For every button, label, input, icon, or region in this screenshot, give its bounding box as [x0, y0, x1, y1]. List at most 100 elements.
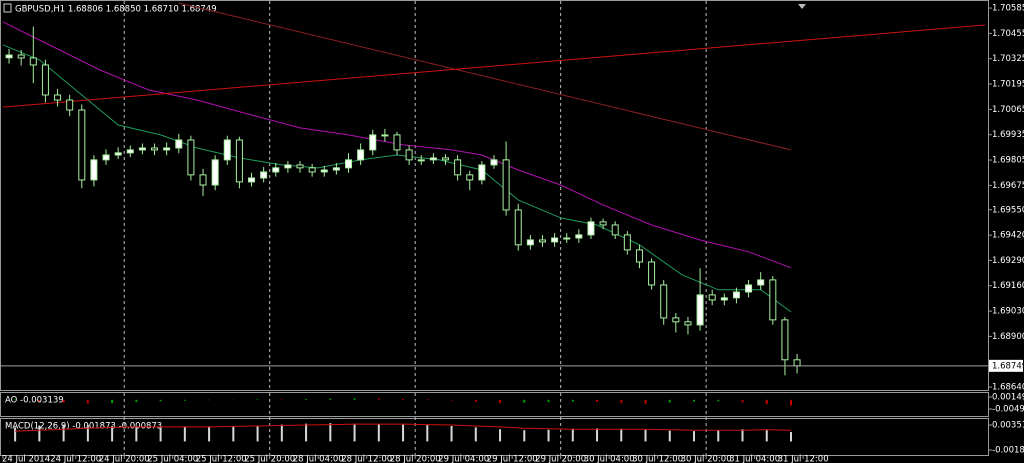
candle-body [720, 297, 728, 301]
candle-body [611, 224, 619, 236]
candle-body [696, 294, 704, 326]
overlay-line [178, 2, 792, 151]
candle-body [260, 171, 268, 179]
candle-body [211, 159, 219, 186]
candle-body [575, 234, 583, 239]
candle-body [332, 167, 340, 171]
candle-body [478, 164, 486, 181]
symbol-icon [3, 3, 12, 13]
candle-body [102, 154, 110, 161]
candle-body [466, 174, 474, 181]
candle-body [345, 159, 353, 169]
x-tick-label: 30 Jul 04:00 [584, 455, 635, 463]
y-tick-label: 1.69805 [992, 156, 1024, 166]
candle-body [490, 159, 498, 166]
y-tick-label: -0.004967 [992, 404, 1024, 414]
candle-body [635, 249, 643, 263]
x-tick-label: 30 Jul 12:00 [632, 455, 683, 463]
candle-body [502, 159, 510, 211]
x-tick-label: 29 Jul 04:00 [438, 455, 489, 463]
candle-body [175, 139, 183, 149]
y-tick-label: 0.00351 [992, 420, 1024, 430]
candle-body [732, 291, 740, 299]
y-tick-label: 1.70585 [992, 4, 1024, 14]
y-tick-label: 1.70195 [992, 80, 1024, 90]
candle-body [223, 139, 231, 161]
x-tick-label: 29 Jul 12:00 [487, 455, 538, 463]
candle-body [320, 169, 328, 173]
chart-title: GBPUSD,H1 1.68806 1.68850 1.68710 1.6874… [15, 5, 217, 15]
x-tick-label: 24 Jul 20:00 [99, 455, 150, 463]
candle-body [538, 239, 546, 243]
candle-body [745, 284, 753, 293]
last-price-box [989, 359, 1023, 372]
candle-body [54, 94, 62, 101]
candle-body [66, 99, 74, 111]
y-tick-label: 1.69420 [992, 231, 1024, 241]
candle-body [296, 164, 304, 169]
x-tick-label: 31 Jul 04:00 [729, 455, 780, 463]
ao-frame [0, 392, 989, 417]
candle-body [369, 134, 377, 151]
candle-body [648, 261, 656, 286]
candle-body [757, 279, 765, 286]
x-tick-label: 25 Jul 20:00 [244, 455, 295, 463]
candle-body [5, 54, 13, 59]
candle-body [417, 159, 425, 162]
y-tick-label: 1.68640 [992, 383, 1024, 393]
macd-frame [0, 418, 989, 456]
candle-body [769, 279, 777, 321]
y-tick-label: -0.00183 [992, 445, 1024, 455]
x-tick-label: 31 Jul 12:00 [778, 455, 829, 463]
candle-body [248, 177, 256, 183]
x-tick-label: 24 Jul 12:00 [50, 455, 101, 463]
x-tick-label: 30 Jul 20:00 [681, 455, 732, 463]
indicator-title: MACD(12,26,9) -0.001873 -0.000873 [5, 422, 162, 432]
y-tick-label: 1.69290 [992, 256, 1024, 266]
candle-body [441, 157, 449, 161]
candle-body [405, 149, 413, 161]
x-tick-label: 28 Jul 04:00 [293, 455, 344, 463]
candle-body [41, 64, 49, 96]
candle-body [151, 147, 159, 151]
y-tick-label: 0.001499 [992, 392, 1024, 402]
candle-body [272, 167, 280, 173]
candle-body [381, 134, 389, 137]
y-tick-label: 1.69675 [992, 181, 1024, 191]
candle-body [623, 234, 631, 251]
candle-body [684, 321, 692, 326]
candle-body [163, 147, 171, 151]
candle-body [357, 149, 365, 161]
candle-body [308, 167, 316, 173]
y-tick-label: 1.68900 [992, 332, 1024, 342]
x-tick-label: 25 Jul 12:00 [196, 455, 247, 463]
overlay-line [2, 21, 792, 269]
candle-body [393, 134, 401, 151]
candle-body [563, 237, 571, 240]
candle-body [551, 237, 559, 243]
y-tick-label: 1.69160 [992, 281, 1024, 291]
candle-body [587, 221, 595, 236]
x-tick-label: 24 Jul 2014 [2, 455, 50, 463]
candle-body [514, 209, 522, 246]
chart-shift-marker [798, 4, 806, 9]
y-tick-label: 1.70455 [992, 29, 1024, 39]
candle-body [138, 147, 146, 151]
x-tick-label: 29 Jul 20:00 [535, 455, 586, 463]
y-tick-label: 1.70065 [992, 105, 1024, 115]
candle-body [29, 57, 37, 66]
overlay-line [2, 24, 986, 108]
main-frame [0, 0, 989, 391]
last-price-label: 1.68749 [992, 361, 1024, 371]
candle-body [526, 239, 534, 246]
y-tick-label: 1.70325 [992, 54, 1024, 64]
candle-body [284, 164, 292, 169]
x-tick-label: 25 Jul 04:00 [147, 455, 198, 463]
y-tick-label: 1.69550 [992, 205, 1024, 215]
x-tick-label: 28 Jul 20:00 [390, 455, 441, 463]
indicator-title: AO -0.003139 [5, 396, 64, 406]
candle-body [114, 152, 122, 156]
